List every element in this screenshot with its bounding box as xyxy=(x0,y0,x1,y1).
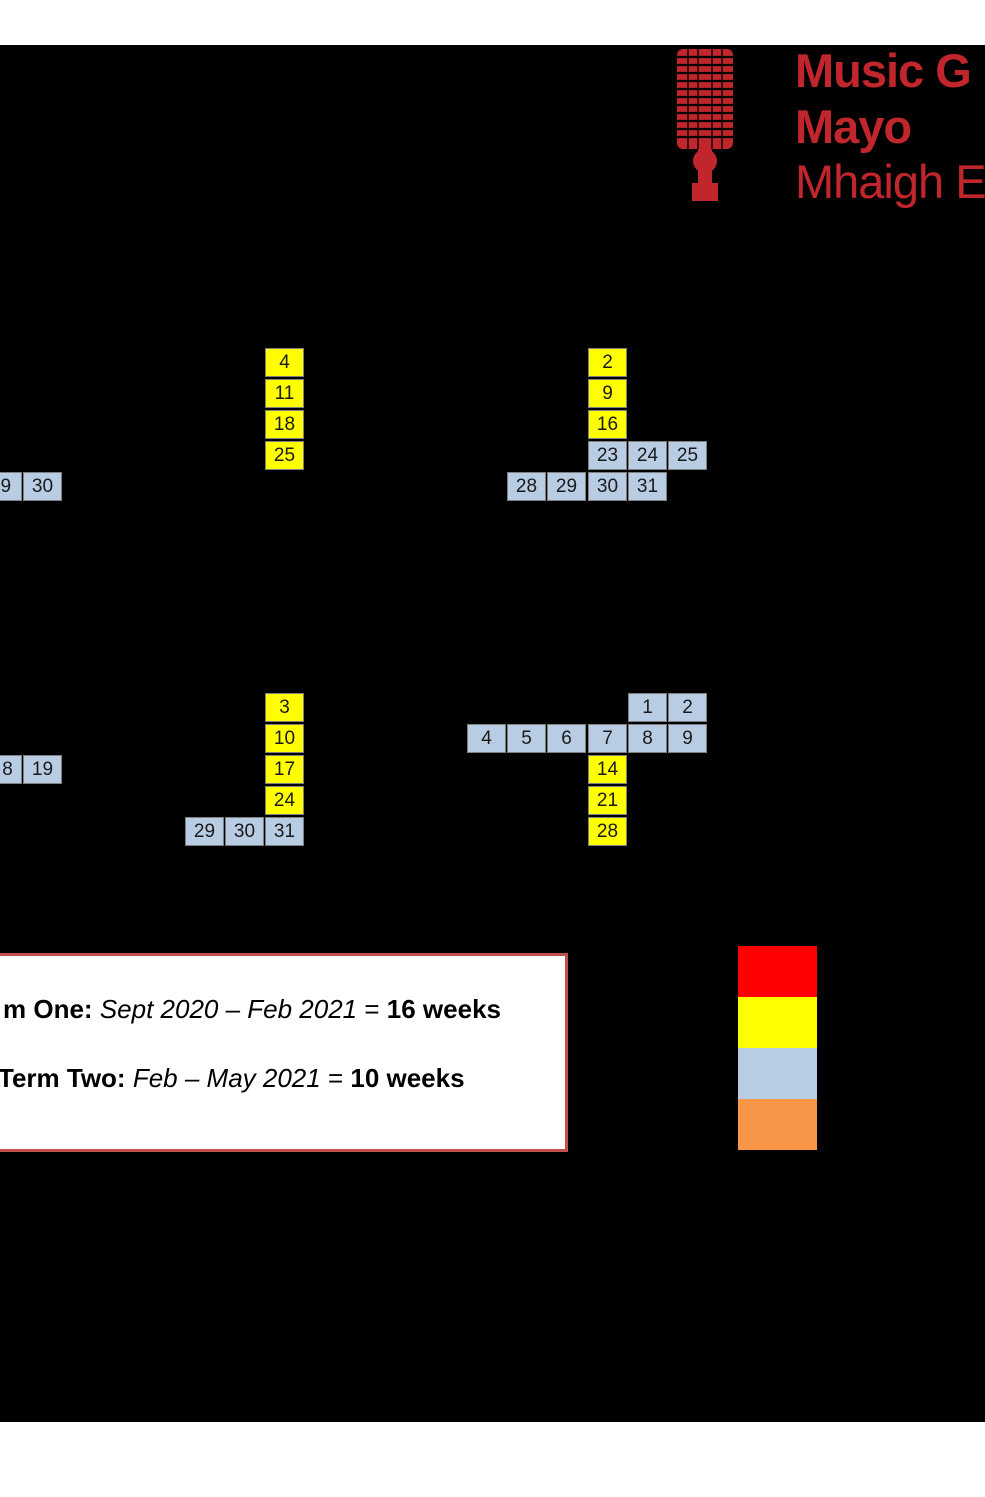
day-cell: 18 xyxy=(265,410,304,439)
legend-swatch-orange xyxy=(738,1099,817,1150)
day-cell: 8 xyxy=(0,755,22,784)
day-cell: 1 xyxy=(628,693,667,722)
day-cell: 2 xyxy=(668,693,707,722)
day-cell: 16 xyxy=(588,410,627,439)
term-two-weeks: 10 weeks xyxy=(350,1063,465,1093)
day-cell: 2 xyxy=(588,348,627,377)
day-cell: 24 xyxy=(265,786,304,815)
day-cell: 9 xyxy=(588,379,627,408)
brand-name-line1: Music G xyxy=(795,45,972,97)
day-cell: 29 xyxy=(547,472,586,501)
brand-name-line2: Mayo xyxy=(795,100,912,153)
day-cell: 10 xyxy=(265,724,304,753)
day-cell: 9 xyxy=(668,724,707,753)
legend-swatch-blue xyxy=(738,1048,817,1099)
day-cell: 4 xyxy=(265,348,304,377)
term-one-line: m One: Sept 2020 – Feb 2021 = 16 weeks xyxy=(3,994,501,1025)
legend-swatch-yellow xyxy=(738,997,817,1048)
day-cell: 31 xyxy=(628,472,667,501)
day-cell: 14 xyxy=(588,755,627,784)
day-cell: 8 xyxy=(628,724,667,753)
color-legend xyxy=(738,946,817,1150)
day-cell: 31 xyxy=(265,817,304,846)
day-cell: 29 xyxy=(185,817,224,846)
day-cell: 7 xyxy=(588,724,627,753)
day-cell: 5 xyxy=(507,724,546,753)
day-cell: 30 xyxy=(23,472,62,501)
term-one-equals: = xyxy=(357,994,387,1024)
brand-name-line3: Mhaigh E xyxy=(795,155,985,208)
term-one-label: m One: xyxy=(3,994,93,1024)
day-cell: 29 xyxy=(0,472,22,501)
microphone-icon xyxy=(677,49,733,201)
term-two-line: Term Two: Feb – May 2021 = 10 weeks xyxy=(0,1063,465,1094)
day-cell: 28 xyxy=(507,472,546,501)
term-two-equals: = xyxy=(320,1063,351,1093)
legend-swatch-red xyxy=(738,946,817,997)
day-cell: 25 xyxy=(265,441,304,470)
day-cell: 28 xyxy=(588,817,627,846)
music-generation-logo: Music G Mayo Mhaigh E xyxy=(674,45,985,220)
term-two-dates: Feb – May 2021 xyxy=(132,1063,321,1093)
day-cell: 6 xyxy=(547,724,586,753)
day-cell: 30 xyxy=(588,472,627,501)
day-cell: 17 xyxy=(265,755,304,784)
term-one-dates: Sept 2020 – Feb 2021 xyxy=(99,994,358,1024)
day-cell: 24 xyxy=(628,441,667,470)
term-one-weeks: 16 weeks xyxy=(386,994,501,1024)
day-cell: 4 xyxy=(467,724,506,753)
term-summary-box: m One: Sept 2020 – Feb 2021 = 16 weeks T… xyxy=(0,953,568,1152)
day-cell: 19 xyxy=(23,755,62,784)
day-cell: 25 xyxy=(668,441,707,470)
day-cell: 30 xyxy=(225,817,264,846)
day-cell: 21 xyxy=(588,786,627,815)
term-two-label: Term Two: xyxy=(0,1063,126,1093)
calendar-page: Music G Mayo Mhaigh E 4 11 18 25 2 9 16 … xyxy=(0,45,985,1422)
day-cell: 11 xyxy=(265,379,304,408)
day-cell: 23 xyxy=(588,441,627,470)
day-cell: 3 xyxy=(265,693,304,722)
